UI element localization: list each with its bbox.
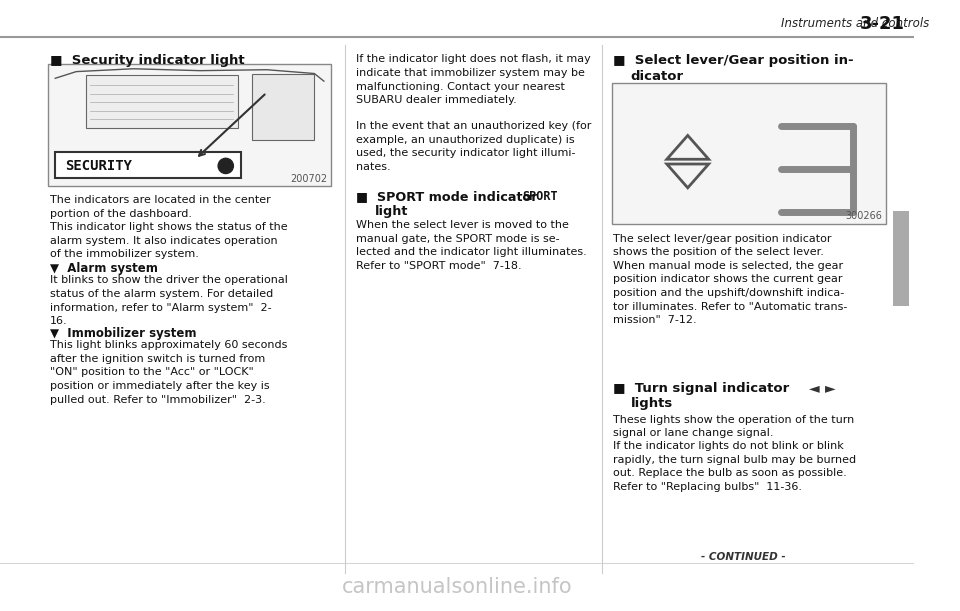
Text: In the event that an unauthorized key (for
example, an unauthorized duplicate) i: In the event that an unauthorized key (f… [356, 121, 591, 172]
FancyBboxPatch shape [612, 83, 886, 224]
Text: It blinks to show the driver the operational
status of the alarm system. For det: It blinks to show the driver the operati… [50, 276, 287, 326]
Circle shape [218, 158, 233, 174]
Text: light: light [375, 205, 409, 218]
FancyBboxPatch shape [252, 73, 314, 140]
Text: ▼  Alarm system: ▼ Alarm system [50, 262, 157, 275]
Text: 200702: 200702 [291, 174, 327, 184]
Text: SECURITY: SECURITY [64, 159, 132, 173]
Text: ◄: ◄ [808, 381, 819, 395]
Text: This indicator light shows the status of the
alarm system. It also indicates ope: This indicator light shows the status of… [50, 222, 287, 259]
FancyBboxPatch shape [894, 211, 909, 306]
Text: - CONTINUED -: - CONTINUED - [701, 552, 785, 562]
Text: Instruments and controls: Instruments and controls [781, 18, 937, 31]
Text: SPORT: SPORT [522, 190, 558, 203]
Text: This light blinks approximately 60 seconds
after the ignition switch is turned f: This light blinks approximately 60 secon… [50, 340, 287, 404]
FancyBboxPatch shape [48, 64, 331, 186]
Text: 300266: 300266 [845, 211, 882, 221]
Text: The indicators are located in the center
portion of the dashboard.: The indicators are located in the center… [50, 196, 271, 219]
Text: ■  Select lever/Gear position in-: ■ Select lever/Gear position in- [613, 54, 854, 67]
Text: lights: lights [631, 397, 673, 411]
Text: ■  Turn signal indicator: ■ Turn signal indicator [613, 382, 790, 395]
Text: ►: ► [825, 381, 835, 395]
Text: ■  Security indicator light: ■ Security indicator light [50, 54, 244, 67]
Text: The select lever/gear position indicator
shows the position of the select lever.: The select lever/gear position indicator… [613, 233, 848, 325]
FancyBboxPatch shape [85, 75, 238, 128]
Text: carmanualsonline.info: carmanualsonline.info [342, 577, 572, 598]
Text: ▼  Immobilizer system: ▼ Immobilizer system [50, 327, 196, 340]
Text: dicator: dicator [631, 70, 684, 82]
FancyBboxPatch shape [56, 152, 241, 178]
Text: If the indicator light does not flash, it may
indicate that immobilizer system m: If the indicator light does not flash, i… [356, 54, 591, 105]
Text: When the select lever is moved to the
manual gate, the SPORT mode is se-
lected : When the select lever is moved to the ma… [356, 220, 587, 271]
Text: ■  SPORT mode indicator: ■ SPORT mode indicator [356, 190, 538, 203]
Text: If the indicator lights do not blink or blink
rapidly, the turn signal bulb may : If the indicator lights do not blink or … [613, 441, 856, 492]
Text: 3-21: 3-21 [860, 15, 905, 33]
Text: These lights show the operation of the turn
signal or lane change signal.: These lights show the operation of the t… [613, 414, 854, 438]
